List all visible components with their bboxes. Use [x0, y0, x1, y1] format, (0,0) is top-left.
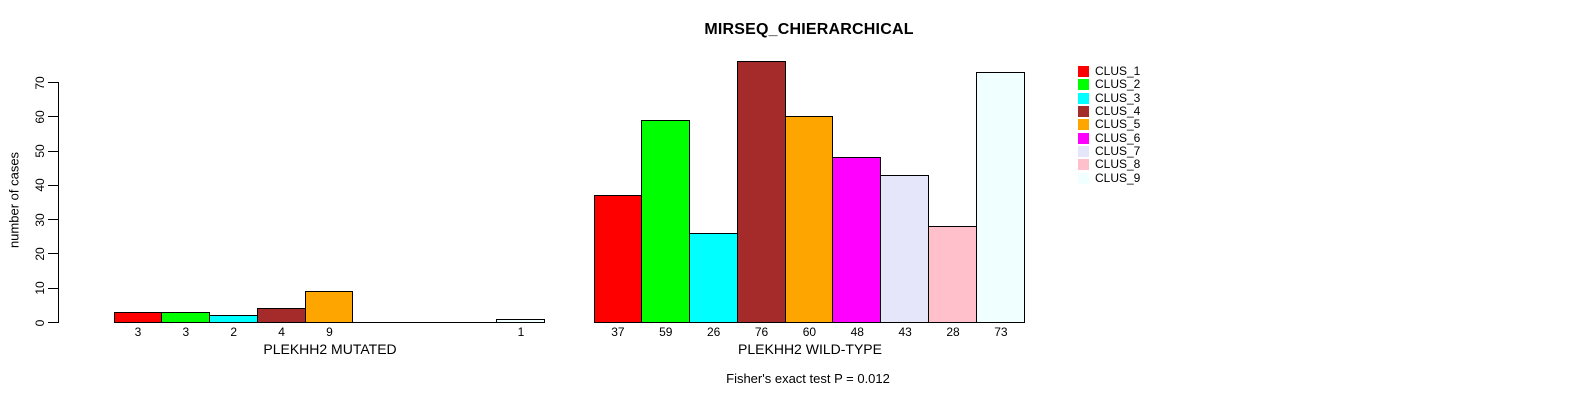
legend-color-swatch [1078, 159, 1089, 171]
bar-value-label: 1 [517, 325, 525, 339]
legend-color-swatch [1078, 119, 1089, 131]
legend-item-clus-5: CLUS_5 [1078, 118, 1140, 131]
y-tick-mark [48, 82, 58, 83]
bar-clus-2 [640, 120, 690, 322]
y-tick-mark [48, 150, 58, 152]
bar-value-row: 3 3 2 4 9 1 [114, 326, 545, 339]
y-tick-mark [48, 219, 58, 221]
y-tick-mark [48, 322, 58, 323]
bar-value-label: 60 [802, 325, 817, 339]
fisher-test-annotation: Fisher's exact test P = 0.012 [726, 371, 890, 386]
bar-value-label: 76 [754, 325, 769, 339]
legend-label: CLUS_8 [1095, 157, 1141, 172]
bar-group-plekhh2-wild-type [594, 42, 1025, 323]
bar-value-label: 26 [707, 325, 721, 339]
y-tick-label: 70 [33, 75, 47, 90]
bar-value-label: 43 [898, 325, 912, 339]
legend-label: CLUS_6 [1095, 130, 1141, 145]
legend-color-swatch [1078, 66, 1089, 78]
legend-item-clus-6: CLUS_6 [1078, 131, 1140, 144]
y-axis-line [58, 82, 59, 323]
bar-group-plekhh2-mutated [114, 42, 545, 323]
legend-color-swatch [1078, 132, 1089, 144]
legend-item-clus-8: CLUS_8 [1078, 158, 1140, 171]
y-tick-mark [48, 253, 58, 255]
bar-clus-5 [304, 291, 354, 322]
bar-value-label [353, 326, 401, 339]
bar-value-row: 37 59 26 76 60 48 43 28 73 [594, 326, 1025, 339]
bar-clus-3 [688, 233, 738, 322]
y-tick-mark [48, 184, 58, 186]
legend-label: CLUS_7 [1095, 143, 1141, 158]
bar-value-label: 3 [134, 325, 142, 339]
legend-color-swatch [1078, 172, 1089, 184]
legend-item-clus-3: CLUS_3 [1078, 90, 1141, 105]
legend-item-clus-1: CLUS_1 [1078, 65, 1140, 78]
y-tick-label: 40 [33, 178, 47, 193]
legend-color-swatch [1078, 92, 1089, 104]
legend-color-swatch [1078, 79, 1089, 91]
x-group-label: PLEKHH2 WILD-TYPE [738, 341, 882, 357]
bar-value-label [449, 326, 497, 339]
legend-color-swatch [1078, 145, 1089, 157]
bar-value-label: 37 [611, 325, 625, 339]
bar-value-label [401, 326, 449, 339]
legend-item-clus-9: CLUS_9 [1078, 171, 1140, 184]
y-tick-mark [48, 116, 58, 118]
bar-clus-7 [880, 175, 930, 322]
bar-value-label: 3 [182, 325, 190, 339]
bar-clus-1 [594, 195, 642, 322]
legend-item-clus-4: CLUS_4 [1078, 105, 1140, 118]
bar-clus-2 [160, 312, 210, 322]
bar-value-label: 48 [850, 325, 864, 339]
legend-label: CLUS_2 [1095, 77, 1141, 92]
legend-label: CLUS_4 [1095, 104, 1141, 119]
bar-clus-6 [832, 157, 882, 322]
y-tick-mark [48, 287, 58, 289]
bar-value-label: 59 [659, 325, 673, 339]
y-tick-label: 0 [33, 319, 47, 326]
y-tick-label: 10 [33, 281, 47, 295]
bar-value-label: 73 [994, 325, 1008, 339]
legend-label: CLUS_5 [1095, 117, 1141, 132]
chart-title: MIRSEQ_CHIERARCHICAL [704, 21, 914, 38]
bar-clus-5 [784, 116, 834, 322]
y-axis-label: number of cases [6, 151, 22, 249]
bar-clus-9 [976, 72, 1025, 322]
y-tick-label: 20 [33, 247, 47, 261]
legend: CLUS_1 CLUS_2 CLUS_3 CLUS_4 CLUS_5 CLUS_6 CLUS… [1078, 65, 1140, 185]
bar-value-label: 2 [230, 325, 238, 339]
bar-value-label: 9 [326, 325, 333, 339]
bar-clus-4 [256, 308, 306, 322]
bar-clus-4 [736, 61, 786, 322]
legend-label: CLUS_1 [1095, 64, 1141, 79]
bar-clus-1 [114, 312, 162, 322]
bar-clus-3 [208, 315, 258, 322]
bar-clus-9 [496, 319, 545, 322]
legend-color-swatch [1078, 106, 1089, 118]
y-tick-label: 30 [33, 212, 47, 227]
bar-value-label: 28 [946, 325, 960, 339]
y-tick-label: 50 [33, 144, 47, 158]
legend-label: CLUS_3 [1095, 90, 1141, 105]
y-tick-label: 60 [33, 110, 47, 124]
legend-item-clus-2: CLUS_2 [1078, 78, 1140, 91]
bar-clus-8 [928, 226, 977, 322]
bar-value-label: 4 [278, 325, 285, 339]
x-group-label: PLEKHH2 MUTATED [263, 341, 397, 357]
legend-item-clus-7: CLUS_7 [1078, 143, 1141, 158]
legend-label: CLUS_9 [1095, 170, 1141, 185]
